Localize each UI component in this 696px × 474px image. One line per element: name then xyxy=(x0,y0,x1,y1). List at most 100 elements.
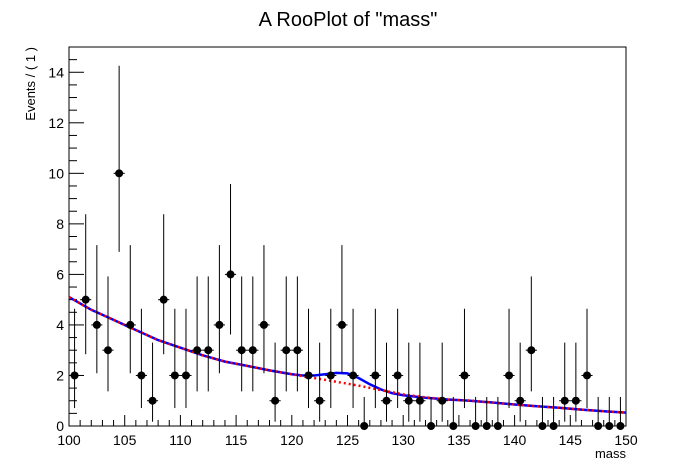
data-point xyxy=(169,308,181,409)
data-marker xyxy=(137,371,146,380)
model-curves xyxy=(68,296,627,414)
data-marker xyxy=(204,346,213,355)
data-point xyxy=(403,342,415,422)
background-curve xyxy=(68,296,627,414)
data-marker xyxy=(259,320,268,329)
data-point xyxy=(614,396,626,430)
data-point xyxy=(69,308,81,409)
y-tick-label: 2 xyxy=(56,367,64,383)
data-point xyxy=(213,245,225,374)
data-point xyxy=(91,245,103,374)
data-marker xyxy=(560,396,569,405)
data-point xyxy=(80,214,92,355)
data-point xyxy=(291,276,303,392)
x-tick-label: 120 xyxy=(280,432,304,448)
total-model-curve xyxy=(68,296,627,414)
data-marker xyxy=(92,320,101,329)
data-marker xyxy=(282,346,291,355)
data-point xyxy=(592,396,604,430)
data-marker xyxy=(159,295,168,304)
data-marker xyxy=(237,346,246,355)
data-point xyxy=(224,183,237,335)
data-point xyxy=(392,308,404,409)
y-tick-label: 10 xyxy=(48,165,64,181)
data-marker xyxy=(427,422,436,430)
axis-tick-labels: 100 105 110 115 120 125 130 135 140 145 150 0 2 4 6 8 10… xyxy=(48,64,637,448)
data-marker xyxy=(449,422,458,430)
axis-ticks xyxy=(68,46,627,427)
data-point xyxy=(247,276,259,392)
data-point xyxy=(113,65,125,252)
x-tick-label: 105 xyxy=(113,432,137,448)
data-point xyxy=(470,396,482,430)
data-point xyxy=(425,396,437,430)
data-point xyxy=(559,342,571,422)
data-point xyxy=(414,342,426,422)
data-marker xyxy=(326,371,335,380)
data-marker xyxy=(583,371,592,380)
data-marker xyxy=(181,371,190,380)
data-point xyxy=(102,276,114,392)
x-tick-label: 115 xyxy=(225,432,248,448)
y-tick-label: 14 xyxy=(48,64,64,80)
data-point xyxy=(492,396,504,430)
data-marker xyxy=(527,346,536,355)
data-marker xyxy=(382,396,391,405)
x-tick-label: 145 xyxy=(559,432,583,448)
data-marker xyxy=(115,169,124,178)
data-point xyxy=(436,342,448,422)
x-tick-label: 110 xyxy=(169,432,192,448)
data-point xyxy=(358,396,370,430)
y-tick-label: 6 xyxy=(56,266,64,282)
chart-title: A RooPlot of "mass" xyxy=(259,9,438,31)
data-point xyxy=(525,276,537,392)
data-marker xyxy=(81,295,90,304)
data-marker xyxy=(460,371,469,380)
data-marker xyxy=(471,422,480,430)
data-marker xyxy=(248,346,257,355)
data-point xyxy=(302,308,315,409)
data-marker xyxy=(70,371,79,380)
data-marker xyxy=(571,396,580,405)
data-marker xyxy=(482,422,491,430)
data-points xyxy=(69,65,626,430)
data-marker xyxy=(605,422,614,430)
data-point xyxy=(269,342,281,422)
data-point xyxy=(236,276,248,392)
data-marker xyxy=(516,396,525,405)
data-marker xyxy=(304,371,313,380)
data-marker xyxy=(315,396,324,405)
data-point xyxy=(503,308,515,409)
data-point xyxy=(570,342,582,422)
data-marker xyxy=(438,396,447,405)
data-point xyxy=(514,342,526,422)
data-point xyxy=(314,342,326,422)
data-point xyxy=(325,308,337,409)
data-marker xyxy=(103,346,112,355)
data-point xyxy=(135,308,147,409)
y-tick-label: 8 xyxy=(56,216,64,232)
data-marker xyxy=(226,270,235,279)
x-tick-label: 140 xyxy=(503,432,527,448)
data-marker xyxy=(371,371,380,380)
x-axis-label: mass xyxy=(595,446,627,461)
data-point xyxy=(536,396,549,430)
data-point xyxy=(458,308,471,409)
x-tick-label: 125 xyxy=(336,432,360,448)
y-tick-label: 4 xyxy=(56,317,64,333)
data-marker xyxy=(538,422,547,430)
data-marker xyxy=(271,396,280,405)
data-point xyxy=(347,308,359,409)
data-marker xyxy=(193,346,202,355)
data-marker xyxy=(360,422,369,430)
x-tick-label: 135 xyxy=(447,432,471,448)
data-point xyxy=(180,308,192,409)
data-point xyxy=(603,396,615,430)
data-marker xyxy=(393,371,402,380)
data-marker xyxy=(337,320,346,329)
data-marker xyxy=(594,422,603,430)
data-marker xyxy=(126,320,135,329)
data-marker xyxy=(293,346,302,355)
data-point xyxy=(369,308,381,409)
